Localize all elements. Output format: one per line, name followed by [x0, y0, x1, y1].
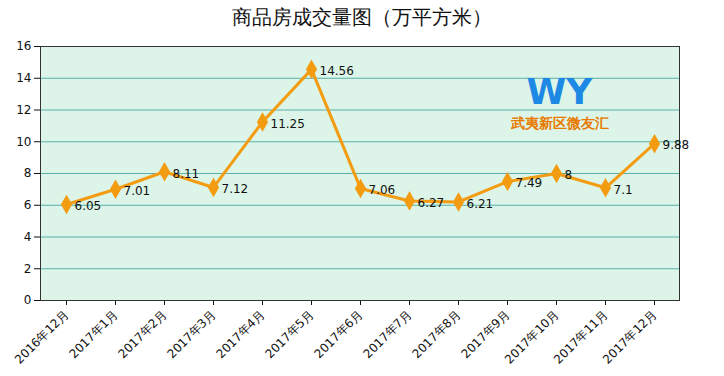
- svg-text:WY: WY: [527, 71, 594, 112]
- svg-text:7.06: 7.06: [369, 183, 396, 197]
- svg-text:武夷新区微友汇: 武夷新区微友汇: [510, 115, 609, 131]
- svg-text:7.1: 7.1: [614, 183, 633, 197]
- svg-text:14: 14: [16, 71, 31, 85]
- svg-text:7.49: 7.49: [516, 176, 543, 190]
- svg-text:8: 8: [565, 168, 573, 182]
- svg-text:6.27: 6.27: [418, 196, 445, 210]
- svg-text:2017年4月: 2017年4月: [213, 307, 267, 361]
- svg-text:4: 4: [24, 230, 32, 244]
- svg-text:2017年1月: 2017年1月: [66, 307, 120, 361]
- svg-text:8: 8: [24, 166, 32, 180]
- svg-text:2017年3月: 2017年3月: [164, 307, 218, 361]
- svg-text:2017年8月: 2017年8月: [409, 307, 463, 361]
- svg-text:8.11: 8.11: [173, 167, 200, 181]
- svg-text:2017年9月: 2017年9月: [458, 307, 513, 362]
- svg-text:2017年5月: 2017年5月: [262, 307, 316, 361]
- svg-text:6.21: 6.21: [467, 197, 494, 211]
- svg-text:2016年12月: 2016年12月: [12, 307, 71, 366]
- svg-text:6: 6: [24, 198, 32, 212]
- svg-text:9.88: 9.88: [663, 138, 690, 152]
- svg-text:6.05: 6.05: [75, 199, 102, 213]
- svg-text:2: 2: [24, 262, 32, 276]
- svg-text:2017年11月: 2017年11月: [551, 307, 611, 367]
- svg-text:12: 12: [16, 103, 31, 117]
- svg-text:2017年6月: 2017年6月: [311, 307, 365, 361]
- svg-text:2017年10月: 2017年10月: [502, 307, 562, 367]
- svg-text:0: 0: [24, 293, 32, 307]
- svg-text:10: 10: [16, 135, 31, 149]
- svg-text:14.56: 14.56: [320, 64, 354, 78]
- svg-text:11.25: 11.25: [271, 117, 305, 131]
- svg-text:2017年2月: 2017年2月: [115, 307, 169, 361]
- svg-text:7.12: 7.12: [222, 182, 249, 196]
- svg-text:2017年7月: 2017年7月: [360, 307, 414, 361]
- svg-text:2017年12月: 2017年12月: [600, 307, 659, 366]
- html-text:商品房成交量图（万平方米）: 商品房成交量图（万平方米）: [232, 5, 492, 29]
- svg-text:16: 16: [16, 39, 31, 53]
- svg-text:7.01: 7.01: [124, 184, 151, 198]
